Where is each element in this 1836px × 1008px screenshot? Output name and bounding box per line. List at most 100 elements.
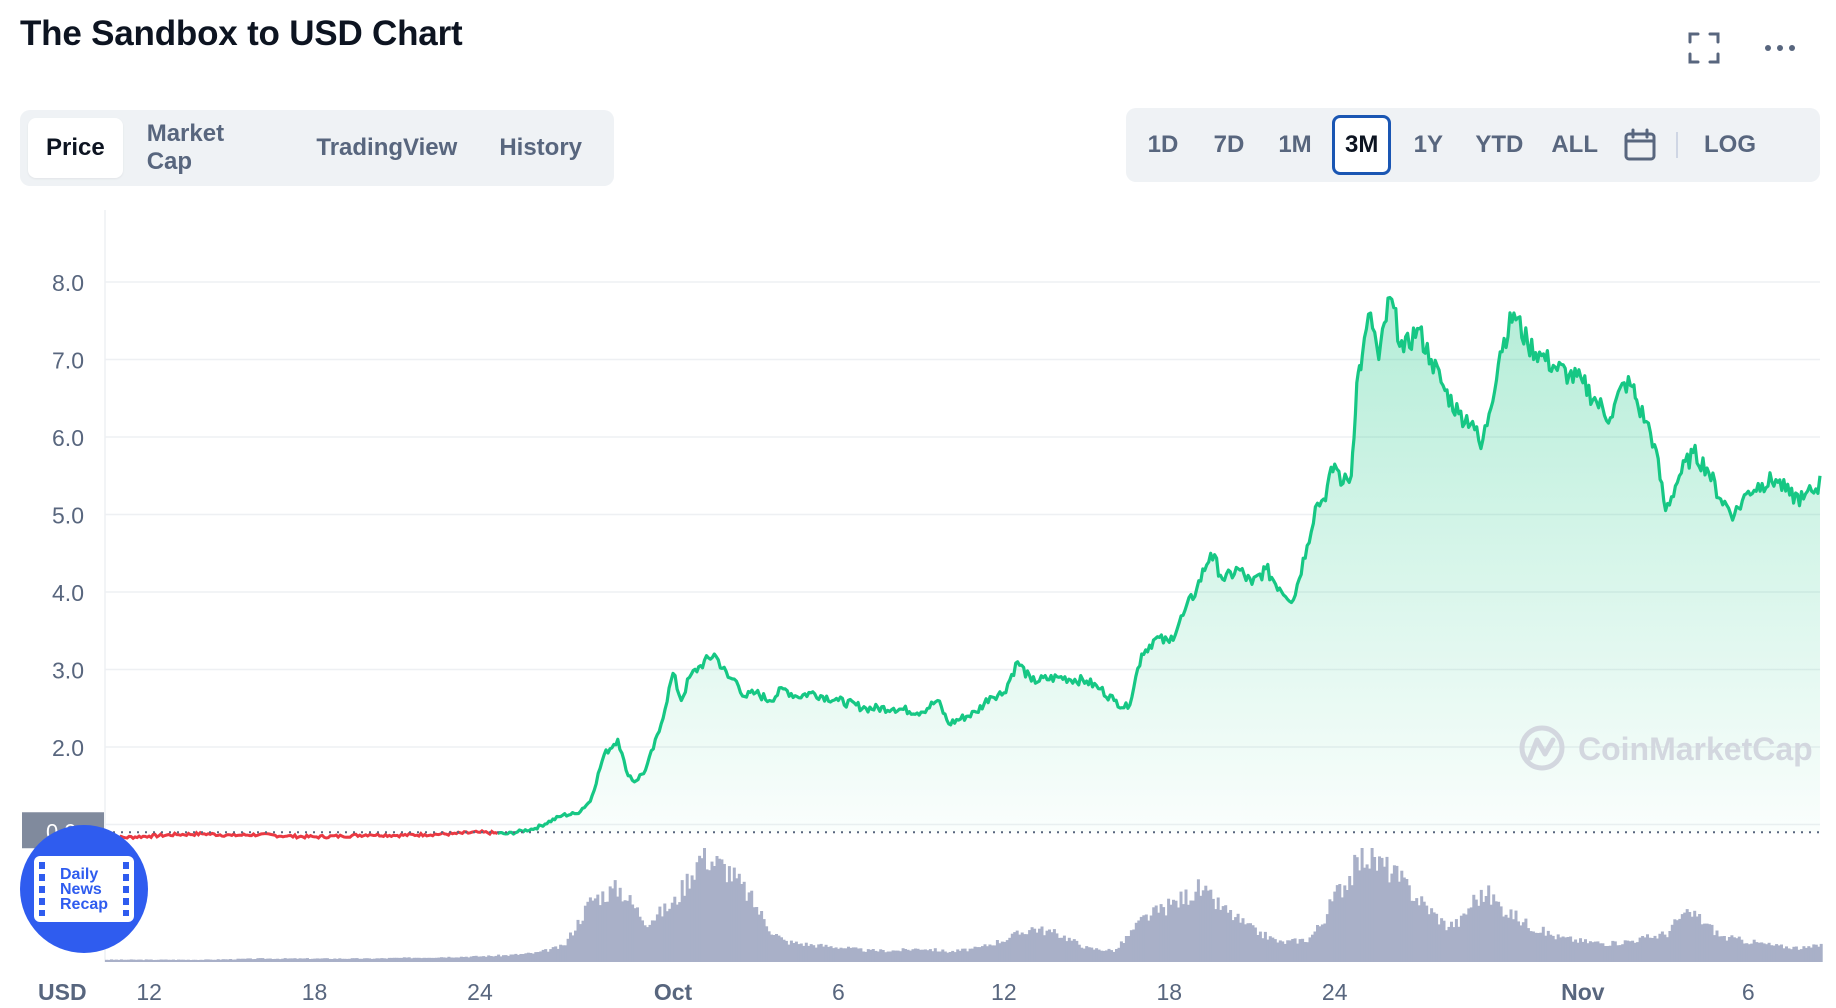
- volume-bar: [1075, 940, 1079, 962]
- volume-bar: [457, 957, 461, 962]
- tab-price[interactable]: Price: [28, 118, 123, 178]
- volume-bar: [621, 901, 625, 962]
- volume-bar: [445, 957, 448, 962]
- volume-bar: [251, 959, 255, 962]
- volume-bar: [1450, 921, 1453, 962]
- volume-bar: [938, 951, 942, 962]
- volume-bar: [1288, 940, 1292, 962]
- volume-bar: [747, 892, 751, 962]
- volume-bar: [1368, 868, 1372, 962]
- volume-bar: [799, 943, 803, 962]
- calendar-icon[interactable]: [1616, 121, 1664, 169]
- range-1d-button[interactable]: 1D: [1147, 131, 1179, 158]
- volume-bar: [668, 908, 672, 962]
- volume-bar: [1700, 924, 1704, 962]
- range-3m-button[interactable]: 3M: [1332, 115, 1392, 175]
- volume-bar: [1291, 939, 1295, 962]
- volume-bar: [1209, 889, 1213, 962]
- volume-bar: [844, 948, 848, 962]
- volume-bar: [462, 957, 466, 962]
- volume-bar: [1757, 942, 1761, 962]
- volume-bar: [271, 959, 275, 962]
- volume-bar: [861, 951, 865, 962]
- volume-bar: [1792, 946, 1796, 962]
- page-title: The Sandbox to USD Chart: [20, 14, 463, 53]
- volume-bar: [1693, 910, 1697, 962]
- volume-bar: [1752, 939, 1756, 962]
- volume-bar: [1147, 920, 1151, 962]
- volume-bar: [1142, 915, 1146, 962]
- volume-bar: [427, 957, 431, 962]
- volume-bar: [864, 951, 868, 962]
- volume-bar: [1628, 941, 1632, 962]
- volume-bar: [916, 948, 920, 962]
- volume-bar: [1070, 940, 1074, 962]
- tab-market-cap[interactable]: Market Cap: [146, 120, 225, 175]
- volume-bar: [1541, 926, 1545, 962]
- volume-bar: [583, 905, 587, 962]
- volume-bar: [248, 958, 252, 962]
- volume-bar: [1152, 907, 1156, 962]
- volume-bar: [422, 957, 426, 962]
- volume-bar: [1665, 937, 1669, 962]
- range-7d-button[interactable]: 7D: [1213, 131, 1245, 158]
- volume-bar: [631, 904, 635, 962]
- volume-bar: [1561, 936, 1565, 962]
- volume-bar: [1507, 917, 1511, 962]
- coinmarketcap-watermark: CoinMarketCap: [1519, 725, 1813, 771]
- volume-bar: [1325, 914, 1329, 962]
- range-1y-button[interactable]: 1Y: [1413, 131, 1444, 158]
- volume-bar: [1338, 884, 1342, 962]
- volume-bar: [1060, 937, 1064, 962]
- volume-bar: [1229, 910, 1233, 962]
- daily-news-recap-badge[interactable]: Daily News Recap: [20, 825, 148, 953]
- volume-bar: [164, 959, 168, 962]
- volume-bar: [521, 954, 525, 962]
- volume-bar: [1043, 935, 1046, 962]
- volume-bar: [308, 959, 312, 962]
- volume-bar: [611, 888, 615, 962]
- volume-bar: [884, 952, 888, 962]
- volume-bar: [909, 950, 912, 962]
- expand-icon[interactable]: [1684, 28, 1724, 68]
- volume-bar: [1296, 943, 1300, 962]
- volume-bar: [1340, 897, 1344, 962]
- volume-bar: [951, 950, 955, 962]
- volume-bar: [906, 949, 910, 962]
- tab-history[interactable]: History: [499, 134, 582, 161]
- tab-tradingview[interactable]: TradingView: [316, 134, 458, 161]
- volume-bar: [896, 950, 900, 962]
- volume-bar: [253, 959, 257, 962]
- volume-bar: [137, 959, 141, 962]
- range-1m-button[interactable]: 1M: [1278, 131, 1312, 158]
- volume-bar: [660, 916, 664, 962]
- volume-bar: [879, 949, 883, 962]
- log-scale-button[interactable]: LOG: [1704, 131, 1756, 158]
- volume-bar: [655, 914, 659, 962]
- volume-bar: [789, 940, 793, 962]
- volume-bar: [871, 949, 875, 962]
- volume-bar: [1378, 856, 1381, 962]
- volume-bar: [1519, 925, 1523, 962]
- volume-bar: [363, 958, 367, 962]
- range-all-button[interactable]: ALL: [1551, 131, 1598, 158]
- volume-bar: [1182, 904, 1185, 962]
- volume-bar: [643, 925, 647, 962]
- volume-bar: [380, 958, 384, 962]
- volume-bar: [382, 958, 386, 962]
- volume-bar: [1611, 940, 1615, 962]
- volume-bar: [1678, 918, 1682, 962]
- volume-bar: [410, 958, 414, 962]
- volume-bar: [564, 945, 568, 962]
- volume-bar: [390, 957, 394, 962]
- range-ytd-button[interactable]: YTD: [1475, 131, 1524, 158]
- volume-bar: [531, 953, 535, 962]
- volume-bar: [658, 906, 662, 962]
- volume-bar: [1137, 920, 1141, 962]
- more-horizontal-icon[interactable]: [1760, 28, 1800, 68]
- volume-bar: [1544, 935, 1548, 962]
- x-tick-label: 18: [1156, 979, 1182, 1005]
- volume-bar: [1219, 909, 1223, 962]
- volume-bar: [710, 861, 714, 962]
- film-icon: Daily News Recap: [34, 856, 134, 922]
